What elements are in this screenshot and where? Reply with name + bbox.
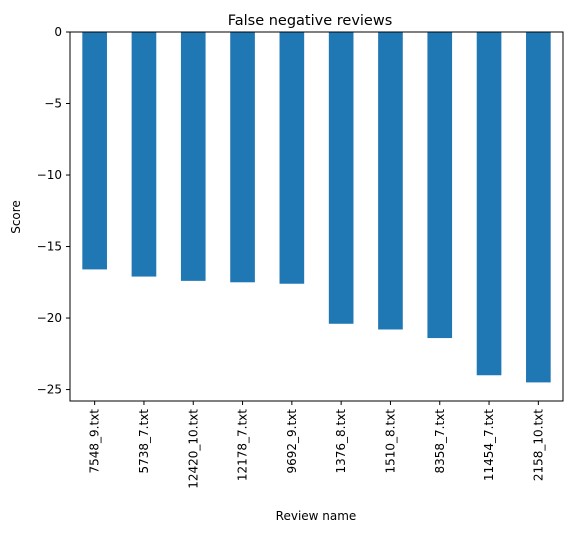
y-axis: 0 −5 −10 −15 −20 −25 [37,25,70,397]
bar [279,32,305,284]
x-tick-label: 7548_9.txt [88,409,102,474]
y-tick-label: −10 [37,168,62,182]
y-tick-label: 0 [54,25,62,39]
y-tick-label: −25 [37,383,62,397]
bar [131,32,157,277]
bars-group [82,32,551,383]
bar [180,32,206,281]
bar [328,32,354,324]
x-tick-label: 5738_7.txt [137,409,151,474]
y-axis-label: Score [9,200,23,234]
plot-frame [69,31,564,402]
bar [476,32,502,376]
x-tick-label: 12420_10.txt [186,409,200,489]
x-tick-label: 11454_7.txt [482,409,496,481]
bar [526,32,551,383]
x-axis-label: Review name [276,509,357,523]
x-tick-label: 2158_10.txt [531,409,545,481]
x-tick-label: 12178_7.txt [236,409,250,481]
bar [427,32,453,339]
x-tick-label: 8358_7.txt [433,409,447,474]
bar [230,32,255,283]
x-axis: 7548_9.txt 5738_7.txt 12420_10.txt 12178_7.… [88,401,545,489]
x-tick-label: 1376_8.txt [334,409,348,474]
chart-title: False negative reviews [228,13,393,29]
y-tick-label: −20 [37,311,62,325]
x-tick-label: 1510_8.txt [383,409,397,474]
y-tick-label: −15 [37,240,62,254]
x-tick-label: 9692_9.txt [285,409,299,474]
bar [378,32,403,330]
y-tick-label: −5 [44,97,62,111]
bar [82,32,107,270]
